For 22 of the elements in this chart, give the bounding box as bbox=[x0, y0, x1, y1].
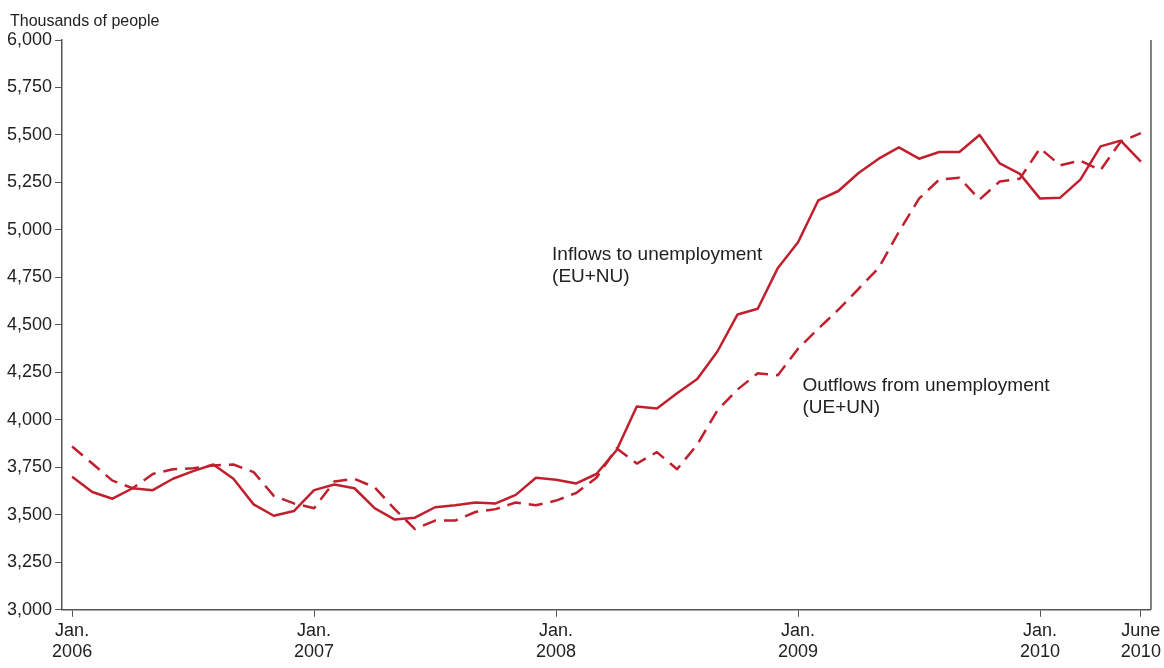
y-tick-label: 4,750 bbox=[7, 266, 53, 287]
y-tick-label: 6,000 bbox=[7, 28, 53, 49]
y-tick-label: 3,500 bbox=[7, 503, 53, 524]
y-tick-label: 3,750 bbox=[7, 456, 53, 477]
y-tick-label: 5,500 bbox=[7, 123, 53, 144]
series-label: Inflows to unemployment (EU+NU) bbox=[552, 242, 763, 286]
x-tick-label: Jan. 2009 bbox=[778, 619, 819, 662]
y-tick-label: 4,000 bbox=[7, 408, 53, 429]
x-tick-label: Jan. 2007 bbox=[294, 619, 335, 662]
y-tick-label: 5,750 bbox=[7, 76, 53, 97]
y-tick-label: 5,250 bbox=[7, 171, 53, 192]
x-tick-label: Jan. 2010 bbox=[1020, 619, 1061, 662]
y-tick-label: 5,000 bbox=[7, 218, 53, 239]
x-tick-label: Jan. 2008 bbox=[536, 619, 577, 662]
y-tick-label: 3,250 bbox=[7, 551, 53, 572]
y-tick-label: 3,000 bbox=[7, 598, 53, 619]
series-label: Outflows from unemployment (UE+UN) bbox=[802, 373, 1051, 417]
y-tick-label: 4,250 bbox=[7, 361, 53, 382]
x-tick-label: Jan. 2006 bbox=[52, 619, 93, 662]
y-axis-title: Thousands of people bbox=[10, 12, 160, 29]
x-tick-label: June 2010 bbox=[1120, 619, 1161, 662]
y-tick-label: 4,500 bbox=[7, 313, 53, 334]
